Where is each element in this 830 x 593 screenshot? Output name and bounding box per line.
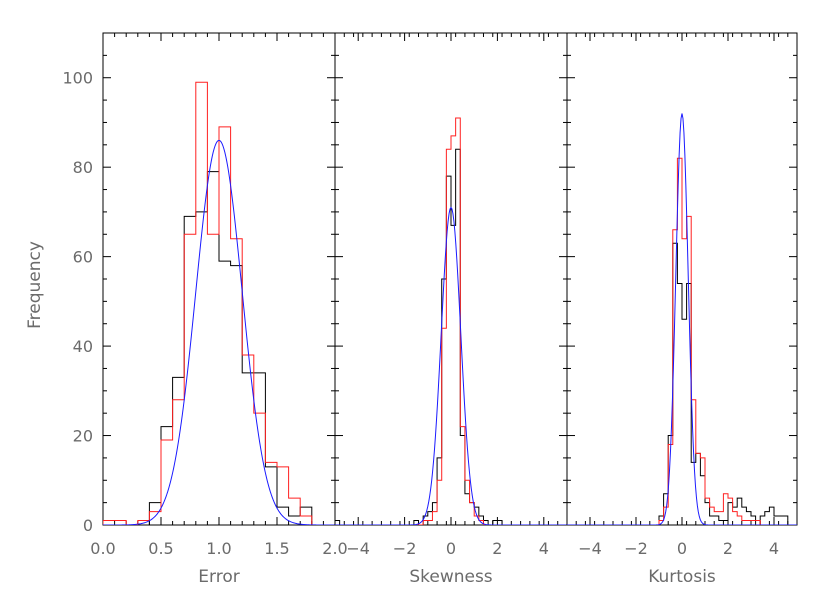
x-tick-label: 0 (446, 539, 456, 558)
x-tick-label: 0.5 (148, 539, 173, 558)
gaussian-fit-curve (335, 206, 567, 525)
x-tick-label: 1.5 (264, 539, 289, 558)
panel-frame (566, 32, 798, 526)
y-tick-label: 0 (83, 516, 93, 535)
red-histogram (103, 81, 313, 525)
red-histogram (335, 117, 563, 525)
y-tick-label: 100 (62, 69, 93, 88)
x-axis-label: Error (198, 567, 239, 587)
x-tick-label: −4 (578, 539, 602, 558)
x-tick-label: 0 (677, 539, 687, 558)
x-axis-label: Kurtosis (648, 567, 716, 587)
y-tick-label: 20 (73, 427, 93, 446)
x-tick-label: −2 (393, 539, 417, 558)
panel-frame (334, 32, 568, 526)
black-histogram (567, 242, 793, 525)
gaussian-fit-curve (567, 113, 797, 525)
y-tick-label: 40 (73, 337, 93, 356)
panel-data (103, 81, 335, 525)
panel-2: −4 −2 0 2 4 Skewness (334, 32, 568, 587)
x-tick-label: 2 (492, 539, 502, 558)
x-tick-label: 4 (769, 539, 779, 558)
panel-data (567, 113, 797, 525)
x-tick-label: 2.0 (322, 539, 347, 558)
y-axis-label: Frequency (25, 241, 45, 329)
panel-3: −4 −2 0 2 4 Kurtosis (566, 32, 798, 587)
red-histogram (567, 157, 793, 525)
panel-data (335, 117, 567, 525)
x-tick-label: −2 (624, 539, 648, 558)
panel-1: 0 20 40 60 80 100 0.0 0.5 1.0 1.5 2.0 Error (62, 32, 348, 587)
gaussian-fit-curve (103, 139, 335, 525)
x-tick-label: 1.0 (206, 539, 231, 558)
y-tick-label: 80 (73, 158, 93, 177)
panel-frame (102, 32, 336, 526)
x-tick-label: −4 (346, 539, 370, 558)
black-histogram (335, 148, 563, 525)
y-tick-label: 60 (73, 248, 93, 267)
x-tick-label: 0.0 (90, 539, 115, 558)
x-tick-label: 2 (723, 539, 733, 558)
x-tick-label: 4 (539, 539, 549, 558)
x-axis-label: Skewness (409, 567, 492, 587)
